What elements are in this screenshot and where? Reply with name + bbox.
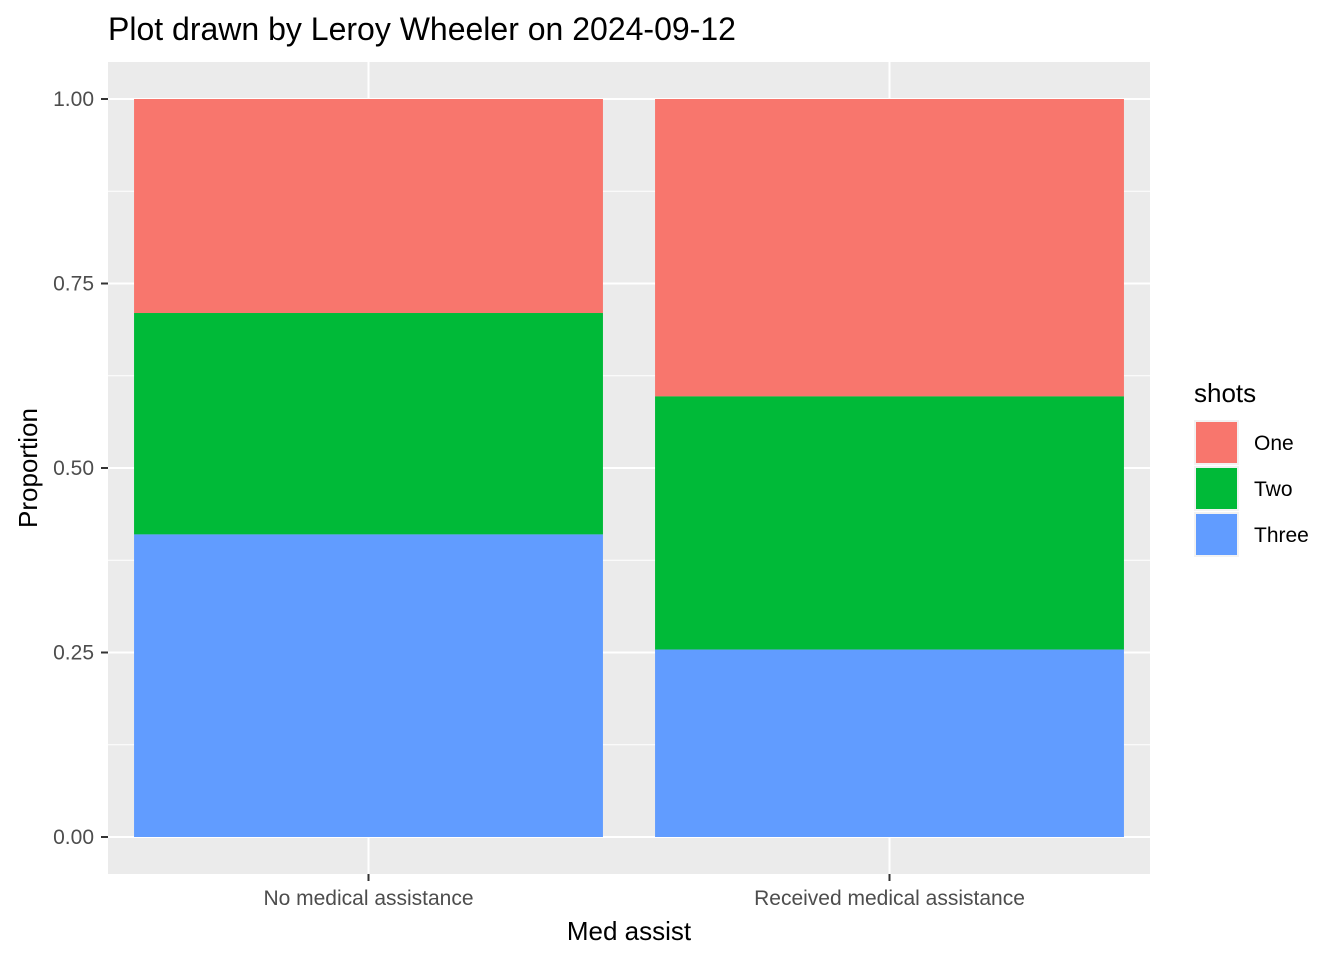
y-axis: 0.00 0.25 0.50 0.75 1.00 bbox=[53, 88, 108, 849]
bar-segment-two bbox=[134, 313, 603, 535]
x-tick-label: Received medical assistance bbox=[754, 887, 1025, 910]
chart-title: Plot drawn by Leroy Wheeler on 2024-09-1… bbox=[108, 11, 736, 47]
legend-swatch-two bbox=[1196, 468, 1237, 509]
legend-swatch-three bbox=[1196, 514, 1237, 555]
bars bbox=[134, 99, 1124, 837]
legend-swatch-one bbox=[1196, 422, 1237, 463]
y-axis-title: Proportion bbox=[13, 408, 43, 528]
legend-label-one: One bbox=[1254, 432, 1294, 455]
x-axis: No medical assistance Received medical as… bbox=[263, 874, 1025, 910]
bar-segment-three bbox=[134, 534, 603, 837]
bar-segment-one bbox=[655, 99, 1124, 397]
legend-title: shots bbox=[1194, 378, 1256, 408]
y-tick-label: 0.25 bbox=[53, 642, 94, 665]
y-tick-label: 0.50 bbox=[53, 457, 94, 480]
legend-label-three: Three bbox=[1254, 524, 1309, 547]
y-tick-label: 0.75 bbox=[53, 273, 94, 296]
legend-label-two: Two bbox=[1254, 478, 1293, 501]
x-tick-label: No medical assistance bbox=[263, 887, 473, 910]
legend: shots One Two Three bbox=[1194, 378, 1309, 557]
y-tick-label: 0.00 bbox=[53, 826, 94, 849]
bar-segment-two bbox=[655, 396, 1124, 650]
x-axis-title: Med assist bbox=[567, 916, 692, 946]
y-tick-label: 1.00 bbox=[53, 88, 94, 111]
bar-segment-one bbox=[134, 99, 603, 314]
bar-segment-three bbox=[655, 649, 1124, 837]
